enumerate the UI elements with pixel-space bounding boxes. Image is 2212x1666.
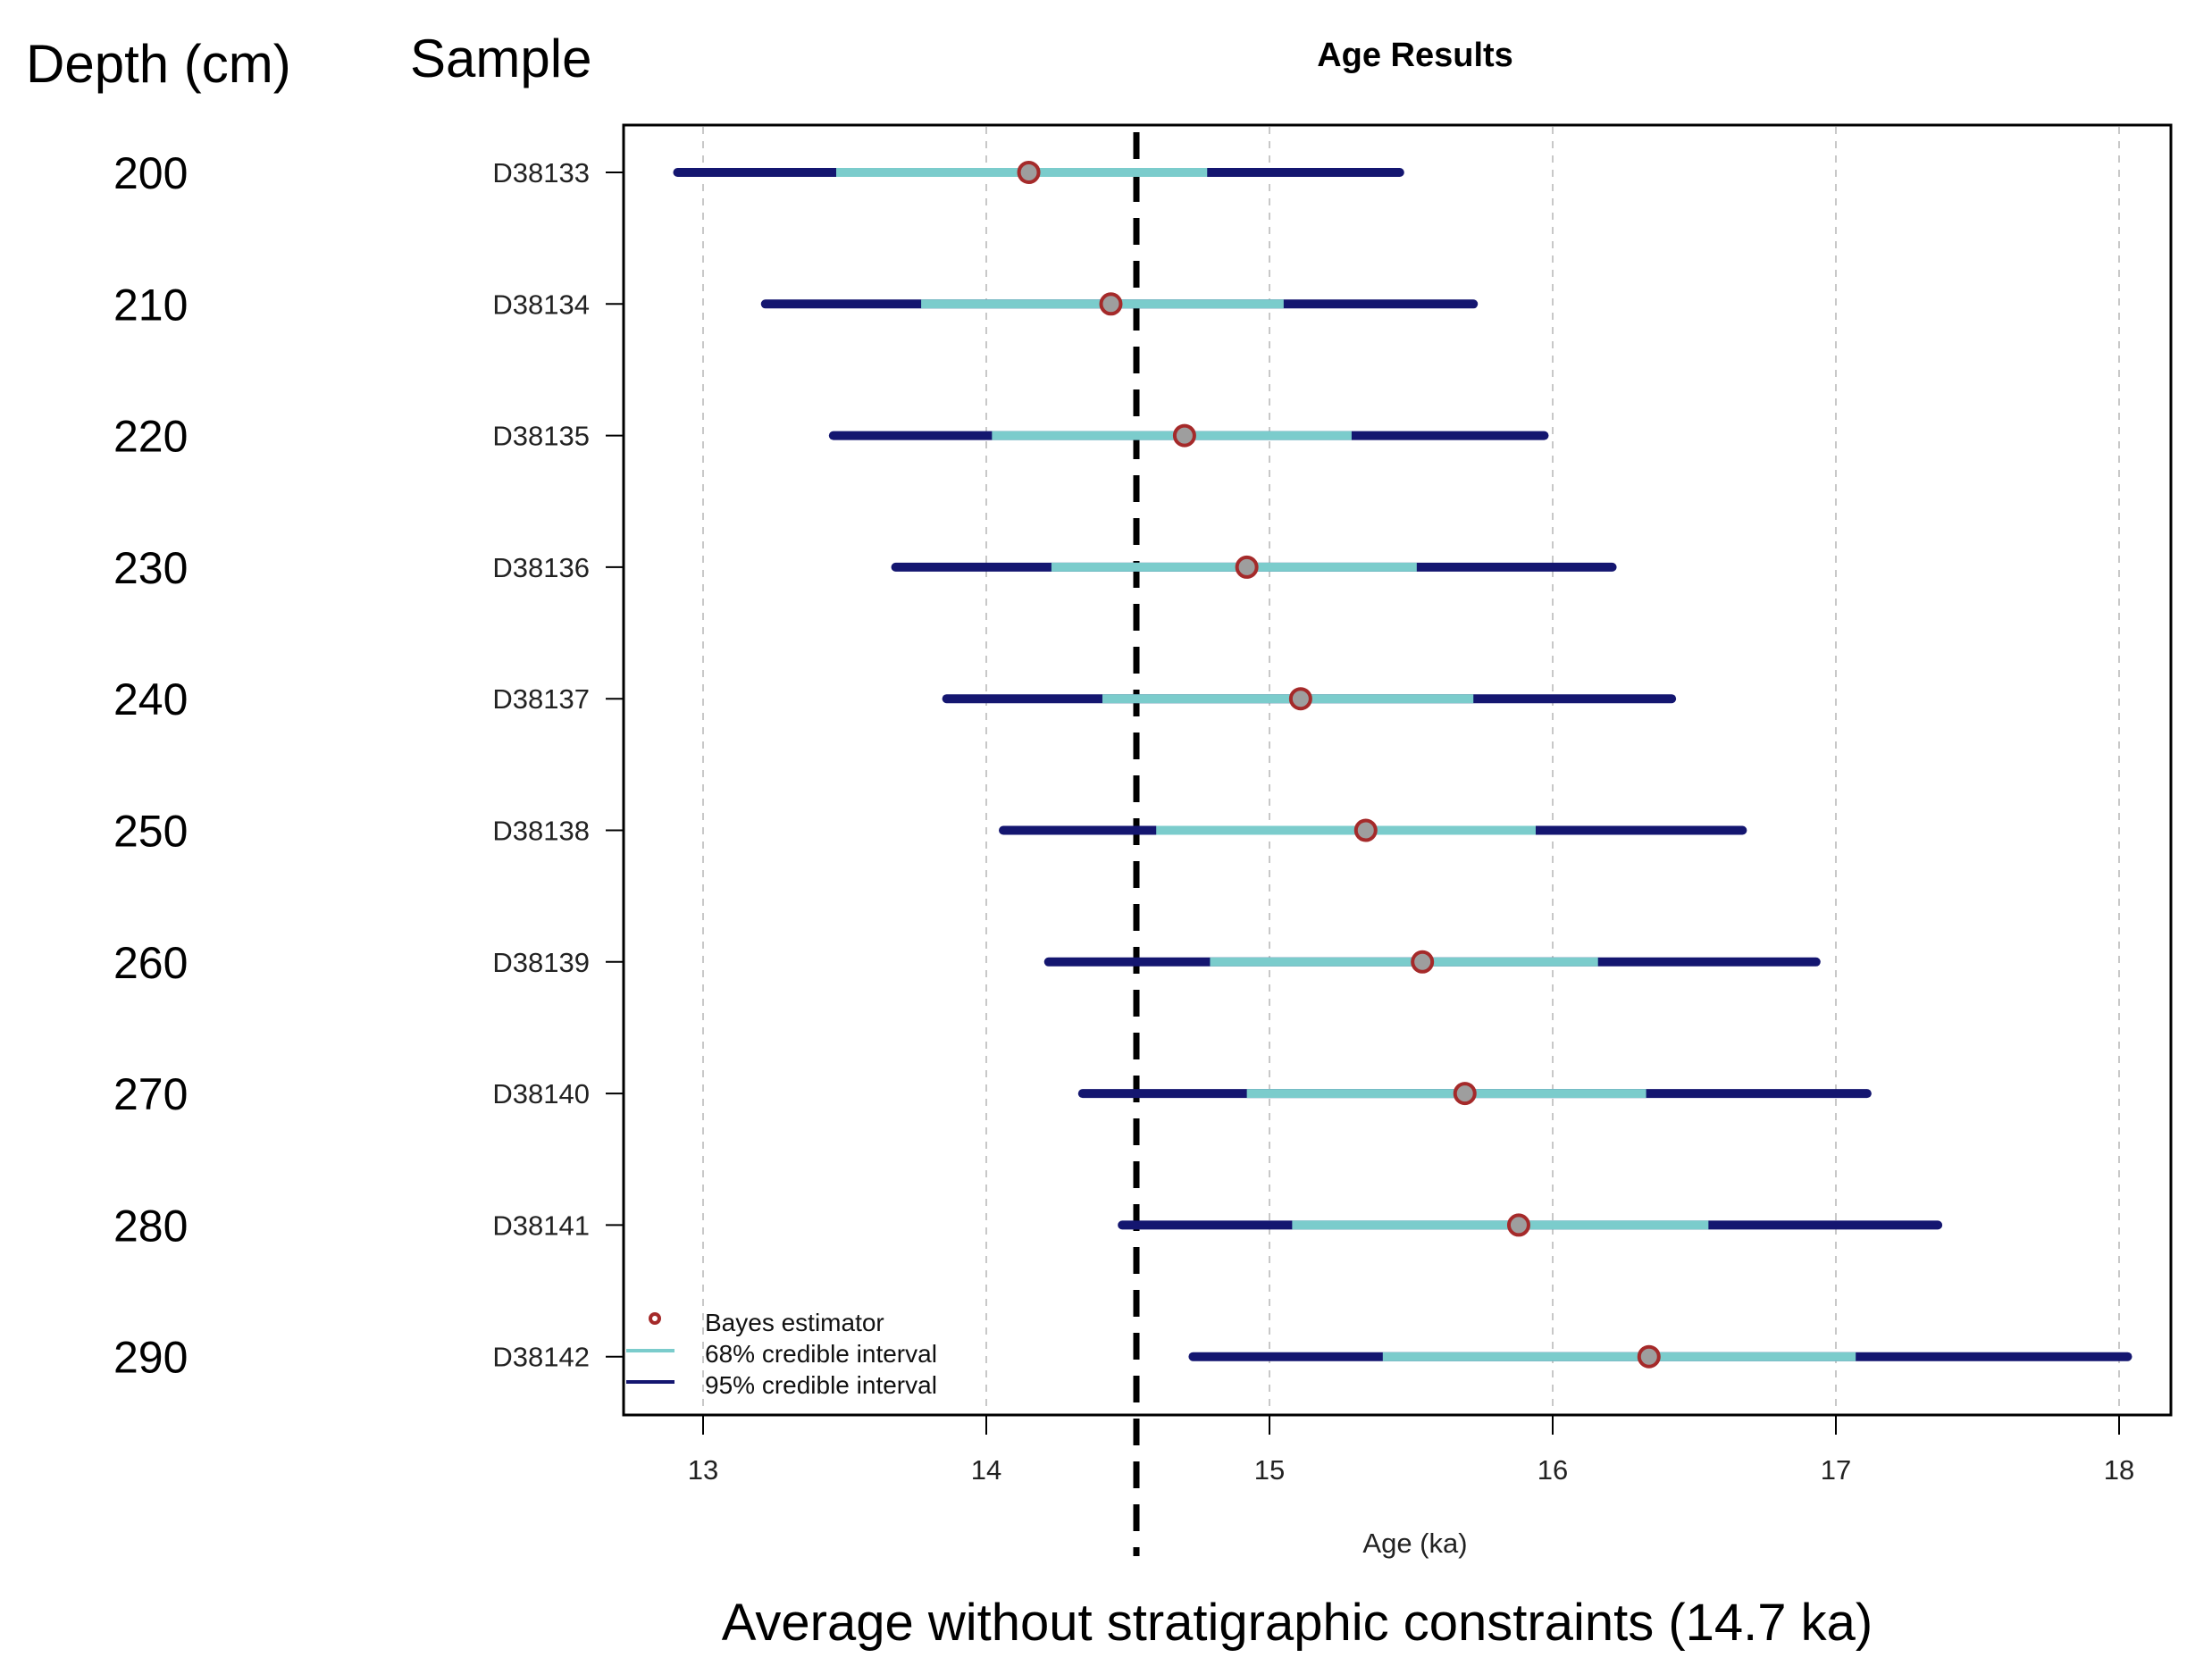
reference-line-caption: Average without stratigraphic constraint… (722, 1594, 1873, 1652)
depth-column-header: Depth (cm) (26, 34, 291, 94)
sample-label: D38140 (492, 1078, 590, 1109)
depth-label: 210 (113, 280, 188, 330)
bayes-point (1288, 687, 1312, 711)
bayes-point (1353, 818, 1378, 842)
depth-label: 200 (113, 148, 188, 198)
bayes-point (1017, 161, 1041, 184)
grid-lines (702, 127, 2120, 1413)
bayes-point (1411, 950, 1435, 974)
x-tick-label: 16 (1538, 1454, 1568, 1486)
x-tick-label: 14 (971, 1454, 1001, 1486)
depth-label: 280 (113, 1201, 188, 1251)
sample-label: D38142 (492, 1342, 590, 1373)
bayes-point (1235, 555, 1259, 579)
sample-label: D38133 (492, 157, 590, 188)
depth-label: 220 (113, 412, 188, 462)
bayes-point (1099, 292, 1123, 316)
legend-label-68: 68% credible interval (705, 1340, 937, 1368)
x-axis-ticks: 13 14 15 16 17 18 (688, 1415, 2134, 1486)
sample-column-header: Sample (410, 29, 591, 88)
x-tick-label: 15 (1254, 1454, 1285, 1486)
legend-label-bayes: Bayes estimator (705, 1309, 884, 1336)
x-tick-label: 18 (2104, 1454, 2134, 1486)
bayes-point (1506, 1213, 1530, 1237)
bayes-point (1453, 1082, 1477, 1106)
legend-label-95: 95% credible interval (705, 1371, 937, 1399)
legend-point-symbol (649, 1312, 661, 1325)
sample-label: D38136 (492, 552, 590, 583)
sample-row (942, 687, 1677, 711)
sample-label: D38138 (492, 816, 590, 847)
sample-row (673, 161, 1404, 184)
sample-label: D38134 (492, 289, 590, 320)
sample-label: D38141 (492, 1210, 590, 1241)
depth-label: 250 (113, 807, 188, 857)
sample-label: D38139 (492, 947, 590, 978)
chart-title: Age Results (1317, 37, 1513, 74)
bayes-point (1172, 423, 1196, 448)
depth-label: 260 (113, 938, 188, 988)
depth-label: 240 (113, 674, 188, 724)
sample-rows (673, 161, 2132, 1369)
sample-row (828, 423, 1549, 448)
plot-frame (622, 123, 2173, 1417)
x-tick-label: 13 (688, 1454, 718, 1486)
sample-row (1077, 1082, 1872, 1106)
sample-row (891, 555, 1617, 579)
sample-label: D38135 (492, 421, 590, 452)
x-axis-title: Age (ka) (1362, 1528, 1467, 1559)
x-tick-label: 17 (1821, 1454, 1851, 1486)
sample-row (1043, 950, 1821, 974)
sample-label: D38137 (492, 683, 590, 715)
depth-label: 290 (113, 1333, 188, 1383)
sample-row (1118, 1213, 1943, 1237)
sample-row (999, 818, 1747, 842)
legend: Bayes estimator 68% credible interval 95… (626, 1309, 937, 1399)
bayes-point (1637, 1344, 1661, 1369)
depth-label: 270 (113, 1069, 188, 1119)
depth-label: 230 (113, 543, 188, 593)
sample-row (760, 292, 1479, 316)
sample-row (1188, 1344, 2132, 1369)
